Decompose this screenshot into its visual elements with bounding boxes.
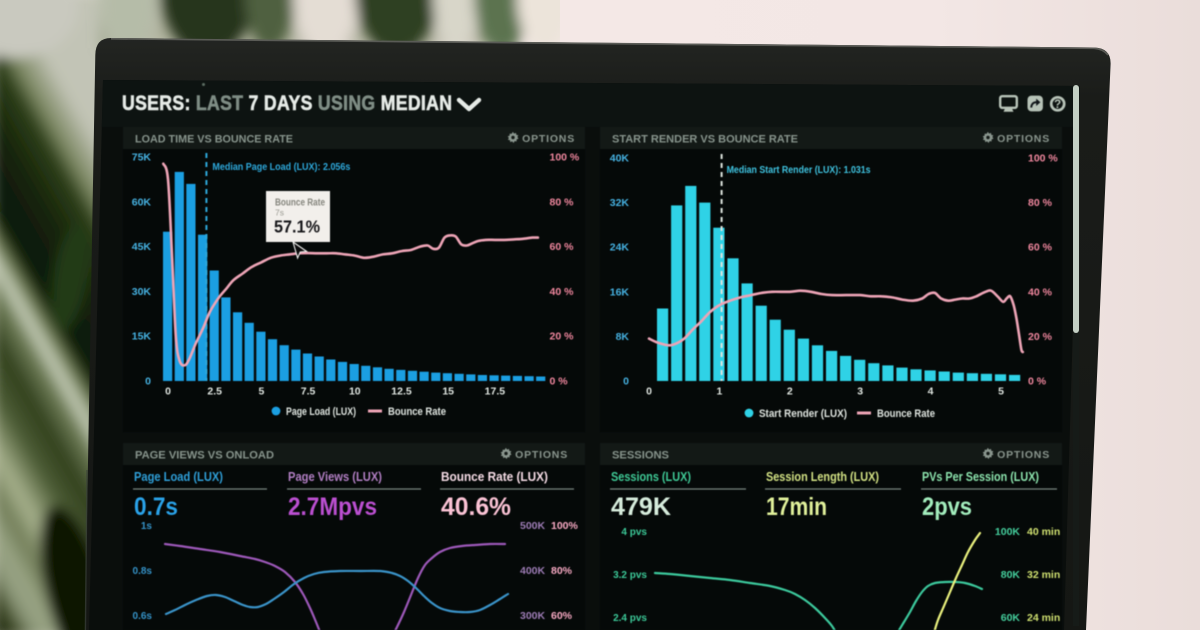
svg-text:60K: 60K [132, 196, 152, 208]
svg-text:Sessions (LUX): Sessions (LUX) [611, 469, 691, 484]
svg-text:0: 0 [145, 376, 151, 388]
svg-text:60 %: 60 % [550, 241, 575, 253]
svg-text:40K: 40K [610, 153, 630, 165]
svg-text:0.8s: 0.8s [133, 566, 153, 577]
svg-text:40 min: 40 min [1027, 526, 1060, 538]
svg-text:Start Render (LUX): Start Render (LUX) [759, 408, 847, 420]
svg-text:15K: 15K [132, 331, 152, 343]
svg-text:100%: 100% [551, 520, 579, 532]
svg-text:3: 3 [857, 386, 863, 398]
svg-text:10: 10 [349, 386, 361, 398]
svg-text:40 %: 40 % [550, 286, 575, 298]
svg-text:Bounce Rate: Bounce Rate [877, 408, 935, 420]
svg-text:OPTIONS: OPTIONS [522, 133, 575, 145]
svg-text:7.5: 7.5 [301, 386, 316, 398]
svg-text:60 %: 60 % [1028, 242, 1053, 254]
svg-text:Median Start Render (LUX): 1.0: Median Start Render (LUX): 1.031s [727, 164, 871, 176]
svg-text:32K: 32K [610, 197, 630, 209]
svg-text:40.6%: 40.6% [441, 493, 511, 521]
svg-text:20 %: 20 % [550, 331, 575, 343]
svg-text:80K: 80K [1001, 569, 1021, 581]
svg-text:5: 5 [998, 386, 1004, 398]
svg-text:1: 1 [716, 386, 722, 398]
svg-text:0 %: 0 % [1028, 376, 1047, 388]
svg-text:PAGE VIEWS VS ONLOAD: PAGE VIEWS VS ONLOAD [135, 450, 274, 462]
svg-text:17.5: 17.5 [485, 386, 506, 398]
svg-text:12.5: 12.5 [391, 386, 412, 398]
svg-text:0.6s: 0.6s [133, 611, 153, 622]
svg-text:479K: 479K [611, 493, 671, 521]
svg-text:Session Length (LUX): Session Length (LUX) [766, 469, 879, 484]
svg-text:Bounce Rate: Bounce Rate [388, 406, 446, 418]
svg-text:80 %: 80 % [1028, 197, 1053, 209]
svg-text:60K: 60K [1001, 612, 1021, 624]
svg-text:8K: 8K [616, 331, 630, 343]
svg-text:0: 0 [623, 376, 629, 388]
svg-text:OPTIONS: OPTIONS [515, 449, 568, 461]
svg-text:100 %: 100 % [1028, 153, 1058, 165]
svg-text:4: 4 [928, 386, 934, 398]
svg-text:45K: 45K [132, 241, 152, 253]
svg-text:OPTIONS: OPTIONS [997, 449, 1050, 461]
svg-text:75K: 75K [132, 152, 152, 164]
svg-text:24 min: 24 min [1027, 612, 1060, 624]
svg-text:32 min: 32 min [1027, 569, 1060, 581]
svg-text:4 pvs: 4 pvs [621, 527, 647, 538]
svg-text:15: 15 [442, 386, 454, 398]
svg-text:500K: 500K [520, 520, 546, 532]
svg-text:START RENDER VS BOUNCE RATE: START RENDER VS BOUNCE RATE [612, 134, 798, 146]
svg-text:3.2 pvs: 3.2 pvs [613, 570, 647, 581]
svg-text:Page Load (LUX): Page Load (LUX) [286, 406, 356, 418]
svg-text:2: 2 [787, 386, 793, 398]
svg-text:Page Views (LUX): Page Views (LUX) [288, 469, 382, 484]
svg-text:OPTIONS: OPTIONS [997, 133, 1050, 145]
svg-text:400K: 400K [520, 565, 546, 577]
svg-text:100K: 100K [995, 526, 1021, 538]
svg-text:?: ? [1054, 99, 1061, 111]
svg-text:80%: 80% [551, 565, 573, 577]
svg-text:16K: 16K [610, 286, 630, 298]
svg-text:300K: 300K [520, 610, 546, 622]
svg-text:LOAD TIME VS BOUNCE RATE: LOAD TIME VS BOUNCE RATE [135, 134, 293, 146]
svg-text:17min: 17min [766, 493, 827, 521]
svg-text:PVs Per Session (LUX): PVs Per Session (LUX) [922, 469, 1039, 484]
svg-text:40 %: 40 % [1028, 286, 1053, 298]
svg-text:Bounce Rate: Bounce Rate [275, 198, 325, 209]
svg-text:0 %: 0 % [550, 376, 569, 388]
svg-text:80 %: 80 % [550, 196, 575, 208]
svg-text:2.4 pvs: 2.4 pvs [613, 613, 647, 624]
svg-text:24K: 24K [610, 242, 630, 254]
svg-text:2.5: 2.5 [207, 386, 222, 398]
svg-text:0: 0 [646, 386, 652, 398]
svg-text:60%: 60% [551, 610, 573, 622]
svg-text:20 %: 20 % [1028, 331, 1053, 343]
svg-text:0: 0 [165, 386, 171, 398]
svg-text:0.7s: 0.7s [134, 493, 178, 521]
svg-text:Median Page Load (LUX): 2.056s: Median Page Load (LUX): 2.056s [212, 161, 350, 173]
svg-text:Page Load (LUX): Page Load (LUX) [134, 469, 223, 484]
svg-text:57.1%: 57.1% [274, 217, 320, 237]
svg-text:30K: 30K [132, 286, 152, 298]
svg-text:SESSIONS: SESSIONS [612, 450, 669, 462]
svg-text:7s: 7s [275, 208, 284, 218]
svg-text:100 %: 100 % [550, 152, 580, 164]
svg-text:Bounce Rate (LUX): Bounce Rate (LUX) [441, 469, 548, 484]
svg-text:5: 5 [258, 386, 264, 398]
svg-text:2.7Mpvs: 2.7Mpvs [288, 493, 377, 521]
svg-text:2pvs: 2pvs [922, 493, 972, 521]
svg-text:1s: 1s [141, 521, 153, 532]
